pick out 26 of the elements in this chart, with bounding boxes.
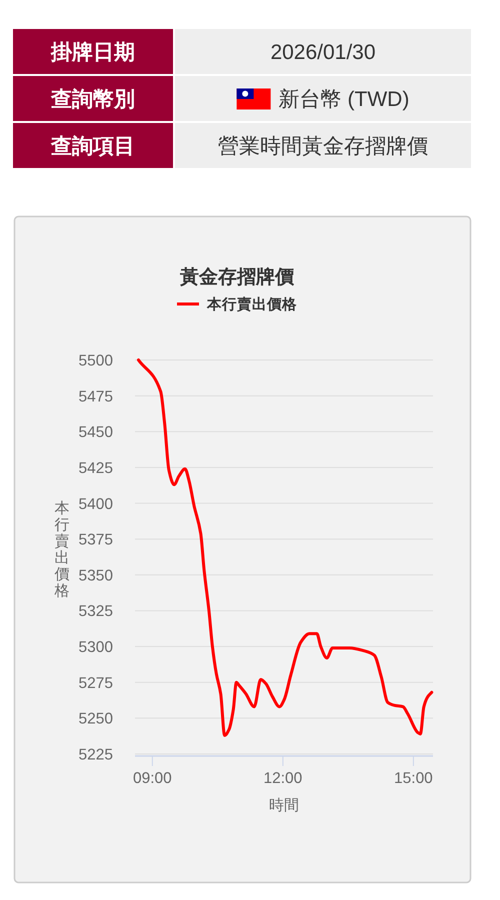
chart-title: 黃金存摺牌價 xyxy=(179,266,295,288)
y-tick-label: 5325 xyxy=(78,603,113,620)
y-tick-label: 5300 xyxy=(78,639,114,656)
text: 查詢幣別 xyxy=(50,88,135,111)
y-tick-label: 5450 xyxy=(78,424,114,442)
y-tick-label: 5250 xyxy=(78,710,114,728)
y-tick-label: 5500 xyxy=(78,352,114,370)
line-series xyxy=(136,358,434,737)
y-tick-label: 5400 xyxy=(78,496,114,513)
text: 掛牌日期 xyxy=(50,41,135,64)
legend-label: 本行賣出價格 xyxy=(206,296,298,313)
text: 新台幣 (TWD) xyxy=(278,88,410,111)
x-axis-title: 時間 xyxy=(269,797,299,814)
y-axis-title: 本行賣出價格 xyxy=(54,500,70,600)
text: 查詢項目 xyxy=(50,135,135,158)
y-tick-label: 5225 xyxy=(78,746,113,764)
y-tick-label: 5275 xyxy=(78,674,113,692)
y-tick-label: 5425 xyxy=(78,460,113,477)
text: 營業時間黃金存摺牌價 xyxy=(218,135,428,158)
x-tick-label: 15:00 xyxy=(394,770,434,787)
x-tick-label: 12:00 xyxy=(264,770,303,787)
y-tick-label: 5350 xyxy=(78,567,114,584)
text: 2026/01/30 xyxy=(270,41,376,64)
x-tick-label: 09:00 xyxy=(133,770,172,787)
y-tick-label: 5375 xyxy=(78,532,113,549)
y-tick-label: 5475 xyxy=(78,388,113,406)
